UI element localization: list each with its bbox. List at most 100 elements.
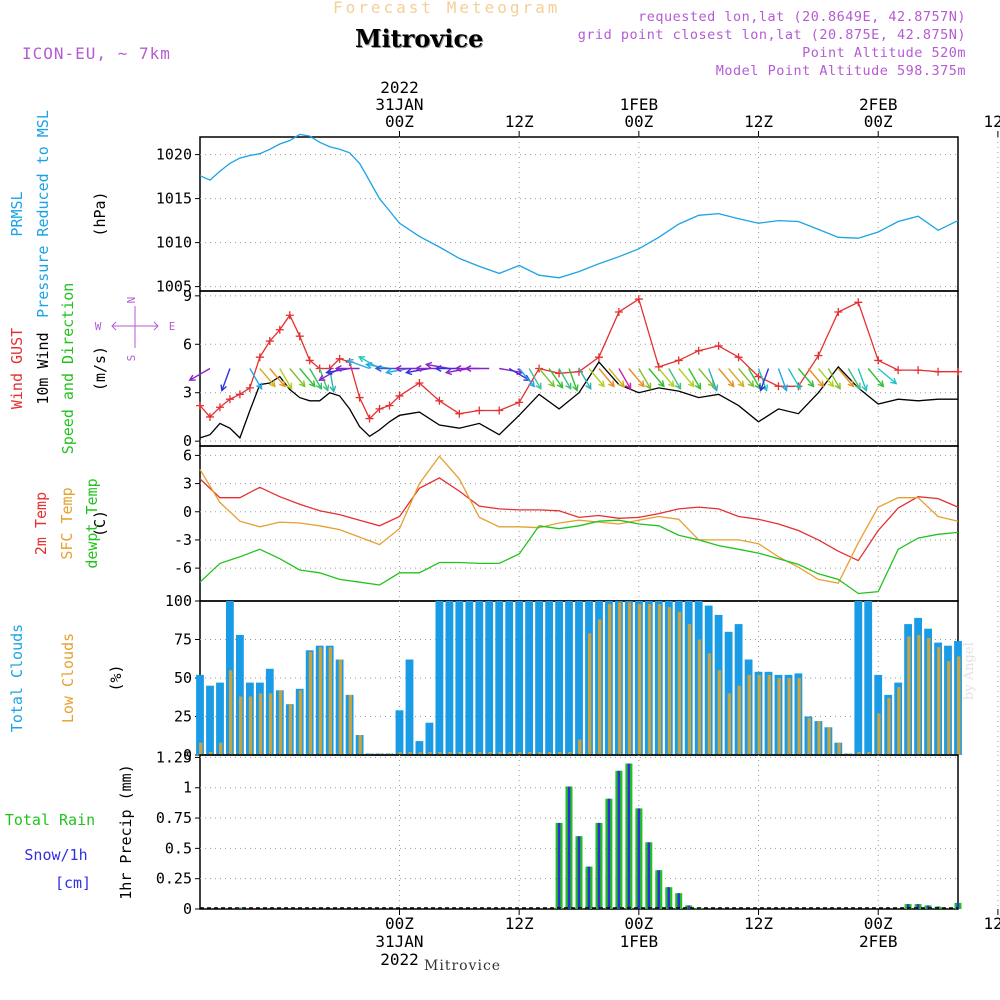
wind-arrow <box>857 368 867 391</box>
bar-mark <box>957 656 961 755</box>
wind-arrow-head <box>781 384 789 392</box>
bar-mark <box>229 670 233 755</box>
wind-arrow-head <box>374 365 382 372</box>
variable-label: Speed and Direction <box>59 283 77 455</box>
bar-mark <box>405 659 414 755</box>
gust-marker <box>315 364 324 373</box>
wind-arrow <box>618 368 632 390</box>
variable-label: Total Rain <box>5 811 95 829</box>
y-tick-label: 1 <box>183 779 192 797</box>
bar-mark <box>236 634 244 755</box>
model-label: ICON-EU, ~ 7km <box>22 44 171 63</box>
bar-mark <box>597 822 601 909</box>
gridpoint-coords: grid point closest lon,lat (20.875E, 42.… <box>577 27 966 43</box>
wind-arrow-head <box>854 382 861 391</box>
y-tick-label: 0.25 <box>156 870 192 888</box>
bar-mark <box>667 607 672 755</box>
wind-arrow <box>309 368 323 390</box>
wind-arrow <box>807 368 824 387</box>
y-axis-unit: (%) <box>107 664 125 691</box>
wind-arrow-head <box>365 361 373 369</box>
gust-marker <box>734 353 743 362</box>
variable-label: dewpt Temp <box>83 478 101 568</box>
point-altitude: Point Altitude 520m <box>802 45 966 61</box>
variable-label: Pressure Reduced to MSL <box>34 110 52 318</box>
bar-mark <box>488 751 492 755</box>
y-tick-label: 0 <box>183 432 192 450</box>
wind-arrow-head <box>758 384 766 392</box>
bar-mark <box>817 721 821 755</box>
bar-mark <box>598 619 602 755</box>
wind-arrow-head <box>807 380 815 388</box>
bar-mark <box>558 751 562 755</box>
wind-arrow <box>347 359 370 370</box>
gust-marker <box>495 406 504 415</box>
gust-marker <box>295 332 304 341</box>
panel-frame <box>199 445 959 602</box>
bar-mark <box>248 696 253 755</box>
series-line <box>199 519 959 595</box>
bottom-time-label: 31JAN <box>375 932 423 951</box>
wind-arrow <box>528 368 542 390</box>
wind-arrow-head <box>424 361 433 369</box>
wind-arrow-head <box>220 384 227 392</box>
wind-arrow-head <box>847 380 855 388</box>
footer-location: Mitrovice <box>424 958 502 974</box>
bar-mark <box>787 678 791 755</box>
bottom-time-label: 00Z <box>385 914 414 933</box>
wind-arrow-head <box>747 380 755 388</box>
bar-mark <box>408 751 412 755</box>
bar-mark <box>907 636 911 755</box>
wind-arrow-head <box>572 384 579 392</box>
bar-mark <box>717 670 721 755</box>
y-tick-label: 1010 <box>156 234 192 252</box>
y-tick-label: 3 <box>183 475 192 493</box>
bar-mark <box>677 893 680 909</box>
top-time-label: 2FEB <box>859 95 898 114</box>
wind-arrow <box>738 368 755 387</box>
wind-arrow-head <box>834 382 841 391</box>
bar-mark <box>916 904 920 909</box>
wind-arrow <box>877 367 897 385</box>
gust-marker <box>634 295 643 304</box>
bar-mark <box>278 690 283 755</box>
gust-marker <box>265 337 274 346</box>
bar-mark <box>196 674 204 755</box>
gust-marker <box>694 346 703 355</box>
wind-arrow <box>189 367 211 381</box>
gust-marker <box>395 391 404 400</box>
wind-arrow <box>718 368 735 387</box>
wind-arrow-head <box>625 382 632 391</box>
bottom-time-label: 2FEB <box>859 932 898 951</box>
wind-arrow-head <box>638 380 645 388</box>
bar-mark <box>258 693 263 755</box>
bar-mark <box>468 751 472 755</box>
y-tick-label: 0 <box>183 900 192 918</box>
gust-marker <box>275 325 284 334</box>
gust-marker <box>934 367 943 376</box>
bar-mark <box>518 751 522 755</box>
gust-marker <box>355 393 364 402</box>
bar-mark <box>485 601 494 755</box>
wind-arrow <box>728 368 745 387</box>
chart-subtitle: Forecast Meteogram <box>333 0 561 17</box>
variable-label: [cm] <box>55 874 91 892</box>
gust-marker <box>515 398 524 407</box>
wind-arrow-head <box>565 382 572 391</box>
wind-arrow-head <box>346 358 354 366</box>
wind-arrow-head <box>658 380 665 388</box>
bar-mark <box>219 742 223 755</box>
gust-marker <box>305 356 314 365</box>
variable-label: 2m Temp <box>32 492 50 555</box>
wind-arrow-head <box>794 382 801 391</box>
bar-mark <box>455 601 464 755</box>
bar-mark <box>358 735 362 755</box>
wind-arrow-head <box>464 365 472 372</box>
wind-arrow-head <box>329 385 337 393</box>
gust-marker <box>914 366 923 375</box>
wind-arrow-head <box>256 382 263 391</box>
gust-marker <box>535 364 544 373</box>
wind-arrow <box>289 368 306 387</box>
wind-arrow-head <box>528 380 536 388</box>
bar-mark <box>956 902 960 909</box>
